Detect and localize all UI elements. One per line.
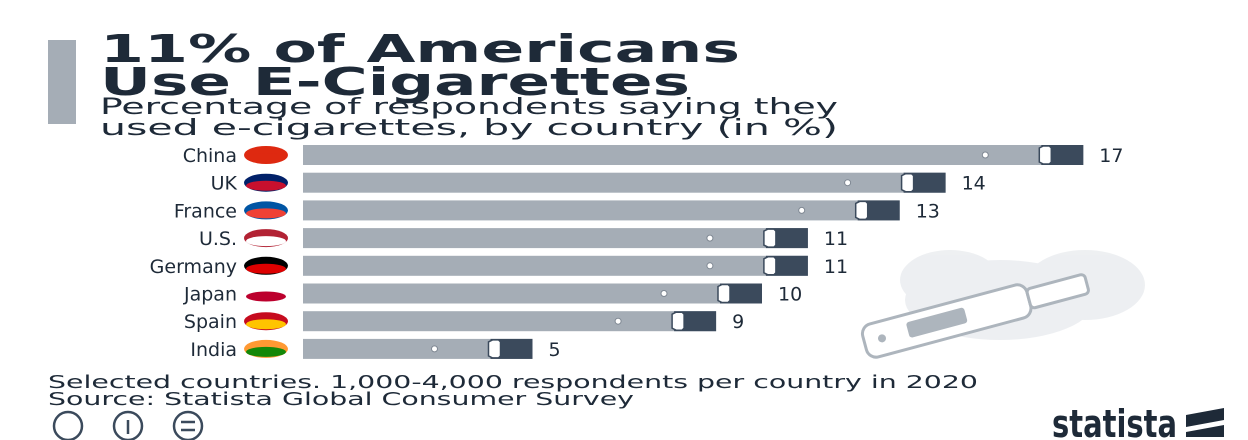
license-icons xyxy=(52,410,204,440)
flag xyxy=(246,153,286,163)
bar-body xyxy=(303,145,1084,165)
bar-ember xyxy=(660,290,668,297)
bar-ember xyxy=(981,151,989,159)
value-label: 11 xyxy=(824,256,848,278)
value-label: 11 xyxy=(824,228,848,250)
flag xyxy=(246,291,286,302)
bar-body xyxy=(303,255,808,276)
flag xyxy=(246,319,286,330)
bar xyxy=(303,311,717,332)
value-label: 10 xyxy=(778,284,802,306)
bar-ember xyxy=(706,234,714,242)
source: Source: Statista Global Consumer Survey xyxy=(48,389,635,410)
bar-tip xyxy=(717,283,731,304)
category-label: Germany xyxy=(150,256,237,278)
bar-tip xyxy=(854,200,869,221)
chart-title: Use E-Cigarettes xyxy=(100,60,690,104)
bar xyxy=(303,200,900,221)
value-label: 14 xyxy=(962,173,986,195)
category-label: Spain xyxy=(184,311,237,333)
bar-tip xyxy=(763,228,777,248)
bar-ember xyxy=(431,345,438,353)
flag xyxy=(246,180,286,191)
flag xyxy=(246,208,286,219)
bar-tip xyxy=(900,172,915,193)
category-label: Japan xyxy=(183,284,237,306)
bar xyxy=(303,172,946,193)
bar-tip xyxy=(1038,145,1053,165)
chart-title: 11% of Americans xyxy=(100,27,740,71)
title-accent xyxy=(48,40,76,124)
bar xyxy=(303,145,1084,165)
flag xyxy=(246,346,286,357)
bar xyxy=(303,255,808,276)
bar xyxy=(303,228,808,249)
category-label: UK xyxy=(211,173,238,195)
flag xyxy=(246,236,286,247)
bar-ember xyxy=(844,179,852,187)
value-label: 9 xyxy=(732,311,744,333)
flag xyxy=(246,263,286,274)
logo: statista xyxy=(1052,402,1177,440)
bar-tip xyxy=(487,339,502,359)
bar xyxy=(303,338,533,359)
note: Selected countries. 1,000-4,000 responde… xyxy=(48,372,978,393)
category-label: U.S. xyxy=(199,228,237,250)
bar-ember xyxy=(798,206,806,214)
bar-body xyxy=(303,172,946,193)
value-label: 13 xyxy=(916,200,940,222)
value-label: 17 xyxy=(1099,145,1123,167)
logo-mark xyxy=(1186,408,1224,437)
category-label: China xyxy=(183,145,237,167)
value-label: 5 xyxy=(549,339,561,361)
chart-subtitle: used e-cigarettes, by country (in %) xyxy=(100,116,838,141)
bar-ember xyxy=(706,262,714,270)
bar-body xyxy=(303,200,900,221)
bar-body xyxy=(303,338,533,359)
bar-ember xyxy=(614,317,622,325)
bar-tip xyxy=(763,256,777,276)
chart-subtitle: Percentage of respondents saying they xyxy=(100,95,838,120)
category-label: India xyxy=(190,339,237,361)
bar-tip xyxy=(671,311,685,331)
illustration xyxy=(860,250,1145,359)
category-label: France xyxy=(174,200,237,222)
bar-body xyxy=(303,228,808,249)
bar-body xyxy=(303,311,717,332)
bar-body xyxy=(303,283,762,304)
bar xyxy=(303,283,762,304)
